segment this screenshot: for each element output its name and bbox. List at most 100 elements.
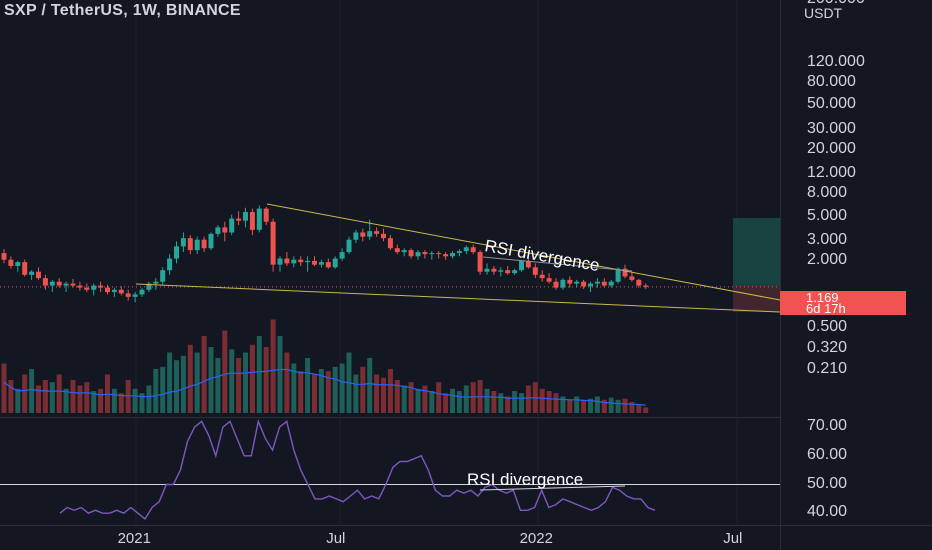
price-axis-label: 120.000 — [807, 53, 865, 71]
price-axis-label: 12.000 — [807, 164, 856, 182]
candle-body — [422, 252, 428, 255]
candle-body — [615, 268, 621, 282]
volume-bar — [318, 369, 324, 413]
price-axis-label: 0.210 — [807, 359, 848, 377]
rsi-axis-label: 50.00 — [807, 474, 848, 492]
candle-body — [49, 281, 55, 286]
volume-bar — [470, 382, 476, 413]
candle-body — [36, 271, 41, 279]
candle-body — [236, 218, 242, 221]
volume-bar — [36, 385, 41, 413]
candle-body — [594, 281, 600, 284]
candle-body — [394, 248, 400, 253]
candle-body — [263, 208, 269, 222]
volume-bar — [167, 352, 173, 413]
candle-body — [546, 278, 552, 282]
price-axis-label: 5.000 — [807, 206, 848, 224]
candle-body — [491, 268, 497, 272]
volume-bar — [601, 399, 607, 413]
candle-body — [139, 289, 145, 295]
candle-body — [91, 285, 97, 290]
candle-body — [519, 260, 524, 271]
volume-bar — [298, 371, 304, 413]
candle-body — [450, 253, 455, 257]
candle-body — [56, 281, 62, 286]
candle-body — [477, 252, 483, 272]
volume-bar — [491, 391, 497, 413]
price-axis-label: 0.500 — [807, 317, 848, 335]
volume-bar — [153, 369, 159, 413]
volume-bar — [415, 388, 421, 413]
candle-body — [84, 287, 90, 290]
volume-bar — [270, 319, 276, 413]
volume-bar — [463, 385, 469, 413]
volume-bar — [132, 388, 138, 413]
chart-title: SXP / TetherUS, 1W, BINANCE — [4, 2, 241, 19]
volume-bar — [629, 402, 635, 413]
candle-body — [588, 283, 593, 287]
volume-bar — [222, 330, 228, 413]
candle-body — [601, 281, 607, 286]
candle-body — [118, 289, 124, 294]
volume-bar — [367, 358, 373, 413]
volume-bar — [180, 355, 186, 413]
candle-body — [532, 267, 538, 275]
volume-bar — [236, 358, 242, 413]
candle-body — [360, 232, 366, 237]
candle-body — [332, 258, 338, 268]
candle-body — [98, 285, 104, 288]
volume-bar — [160, 366, 166, 413]
volume-bar — [77, 385, 83, 413]
volume-bar — [208, 347, 214, 413]
price-axis-label: 2.000 — [807, 250, 848, 268]
volume-bar — [539, 388, 545, 413]
candle-body — [29, 271, 35, 275]
volume-bar — [387, 369, 393, 413]
candle-body — [381, 233, 386, 239]
volume-bar — [546, 391, 552, 413]
candle-body — [8, 259, 14, 266]
volume-bar — [608, 397, 614, 413]
volume-bar — [22, 374, 28, 413]
candle-body — [194, 239, 200, 251]
volume-bar — [187, 344, 193, 413]
volume-bar — [249, 344, 255, 413]
candle-body — [387, 238, 393, 249]
candle-body — [436, 253, 442, 255]
candle-body — [553, 281, 559, 288]
upper-trendline — [266, 203, 781, 301]
currency-label: USDT — [804, 5, 843, 21]
volume-bar — [512, 391, 518, 413]
candle-body — [629, 276, 635, 280]
price-axis-label: 0.320 — [807, 339, 848, 357]
volume-bar — [360, 366, 366, 413]
candle-body — [498, 270, 504, 272]
candle-body — [484, 268, 490, 272]
candle-body — [1, 253, 7, 260]
volume-bar — [574, 396, 580, 413]
candle-body — [160, 270, 166, 282]
volume-bar — [243, 352, 248, 413]
candle-body — [643, 285, 649, 287]
candle-body — [305, 260, 311, 263]
volume-bar — [394, 380, 400, 413]
candle-body — [312, 260, 317, 265]
candle-body — [318, 262, 324, 265]
volume-bar — [636, 404, 642, 413]
divergence-line-price — [482, 256, 633, 272]
candle-body — [70, 283, 76, 286]
candle-body — [415, 252, 421, 257]
candle-body — [636, 279, 642, 286]
volume-bar — [643, 407, 649, 413]
volume-bar — [525, 385, 531, 413]
volume-bar — [42, 380, 48, 413]
time-axis-label: Jul — [326, 530, 346, 547]
candle-body — [111, 289, 117, 293]
volume-bar — [401, 385, 407, 413]
rsi-axis-label: 70.00 — [807, 417, 848, 435]
volume-bar — [567, 399, 573, 413]
volume-bar — [284, 352, 290, 413]
volume-bar — [263, 347, 269, 413]
volume-bar — [291, 363, 297, 413]
